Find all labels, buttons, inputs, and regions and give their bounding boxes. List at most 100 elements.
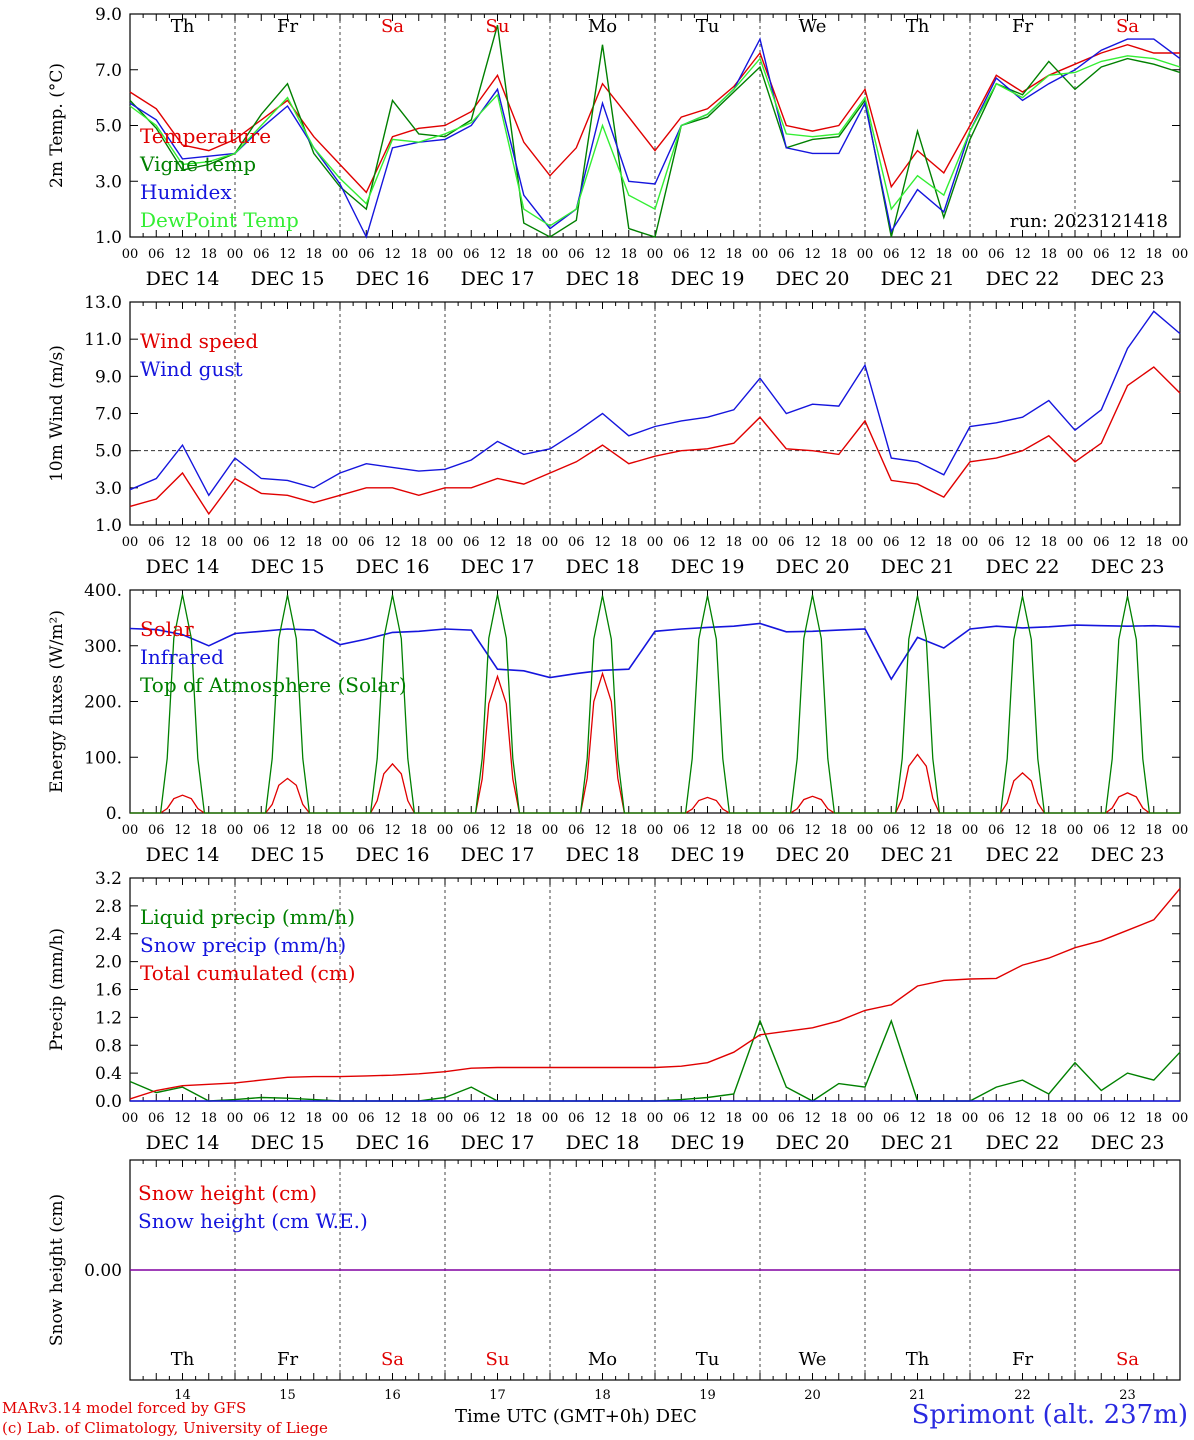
hour-label: 18 xyxy=(935,535,952,550)
hour-label: 12 xyxy=(699,535,716,550)
weekday-label: Fr xyxy=(1012,1349,1033,1370)
series-wind-gust xyxy=(129,310,1181,497)
date-label: DEC 23 xyxy=(1091,1132,1165,1154)
hour-label: 00 xyxy=(962,1111,979,1126)
y-axis-label: 2m Temp. (°C) xyxy=(47,63,67,188)
legend-entry: Snow height (cm W.E.) xyxy=(138,1209,368,1233)
hour-label: 00 xyxy=(752,1111,769,1126)
hour-label: 18 xyxy=(620,535,637,550)
hour-label: 12 xyxy=(174,535,191,550)
hour-label: 12 xyxy=(804,823,821,838)
legend-entry: Total cumulated (cm) xyxy=(140,961,356,985)
hour-label: 06 xyxy=(148,535,165,550)
date-label: DEC 16 xyxy=(356,268,430,290)
series-humidex xyxy=(129,37,1181,239)
y-tick-label: 7.0 xyxy=(95,61,122,81)
weekday-label: Fr xyxy=(277,16,298,37)
y-tick-label: 9.0 xyxy=(95,5,122,25)
hour-label: 00 xyxy=(437,823,454,838)
hour-label: 00 xyxy=(542,823,559,838)
hour-label: 06 xyxy=(883,1111,900,1126)
date-label: DEC 16 xyxy=(356,1132,430,1154)
hour-label: 06 xyxy=(148,1111,165,1126)
date-label: DEC 14 xyxy=(146,844,220,866)
hour-label: 00 xyxy=(647,823,664,838)
series-temperature xyxy=(129,43,1180,194)
day-number: 23 xyxy=(1119,1388,1136,1403)
hour-label: 12 xyxy=(384,823,401,838)
time-axis-title: Time UTC (GMT+0h) DEC xyxy=(455,1406,697,1427)
weekday-label: Tu xyxy=(696,16,720,37)
day-number: 19 xyxy=(699,1388,716,1403)
date-label: DEC 23 xyxy=(1091,844,1165,866)
hour-label: 06 xyxy=(883,823,900,838)
hour-label: 00 xyxy=(752,823,769,838)
hour-label: 18 xyxy=(410,823,427,838)
hour-label: 06 xyxy=(358,1111,375,1126)
date-label: DEC 20 xyxy=(776,1132,850,1154)
panel-frame xyxy=(129,589,1181,814)
hour-label: 18 xyxy=(620,1111,637,1126)
hour-label: 06 xyxy=(358,535,375,550)
weekday-label: Th xyxy=(906,16,930,37)
hour-label: 12 xyxy=(1119,535,1136,550)
date-label: DEC 22 xyxy=(986,268,1060,290)
hour-label: 06 xyxy=(1093,1111,1110,1126)
hour-label: 18 xyxy=(935,823,952,838)
date-label: DEC 15 xyxy=(251,1132,325,1154)
hour-label: 06 xyxy=(568,1111,585,1126)
hour-label: 06 xyxy=(988,535,1005,550)
date-label: DEC 15 xyxy=(251,268,325,290)
y-tick-label: 1.0 xyxy=(95,228,122,248)
hour-label: 06 xyxy=(673,1111,690,1126)
date-label: DEC 18 xyxy=(566,268,640,290)
weekday-label: Th xyxy=(171,1349,195,1370)
hour-label: 18 xyxy=(515,247,532,262)
hour-label: 18 xyxy=(725,247,742,262)
hour-label: 12 xyxy=(909,247,926,262)
day-number: 17 xyxy=(489,1388,506,1403)
date-label: DEC 18 xyxy=(566,1132,640,1154)
date-label: DEC 23 xyxy=(1091,268,1165,290)
hour-label: 12 xyxy=(279,823,296,838)
y-tick-label: 1.6 xyxy=(95,981,122,1001)
y-tick-label: 3.0 xyxy=(95,479,122,499)
hour-label: 18 xyxy=(725,1111,742,1126)
hour-label: 18 xyxy=(620,247,637,262)
hour-label: 00 xyxy=(647,247,664,262)
hour-label: 18 xyxy=(200,247,217,262)
y-tick-label: 5.0 xyxy=(95,117,122,137)
hour-label: 18 xyxy=(725,535,742,550)
hour-label: 12 xyxy=(384,247,401,262)
hour-label: 06 xyxy=(778,823,795,838)
hour-label: 18 xyxy=(1040,535,1057,550)
hour-label: 18 xyxy=(200,535,217,550)
hour-label: 18 xyxy=(200,823,217,838)
hour-label: 18 xyxy=(830,535,847,550)
hour-label: 00 xyxy=(332,535,349,550)
hour-label: 12 xyxy=(699,247,716,262)
y-tick-label: 200. xyxy=(84,693,122,713)
y-axis-label: Energy fluxes (W/m²) xyxy=(47,610,67,793)
hour-label: 00 xyxy=(122,247,139,262)
hour-label: 06 xyxy=(358,823,375,838)
date-label: DEC 21 xyxy=(881,1132,955,1154)
weekday-label: Sa xyxy=(381,16,404,37)
hour-label: 06 xyxy=(988,1111,1005,1126)
weekday-label: Sa xyxy=(381,1349,404,1370)
date-label: DEC 19 xyxy=(671,556,745,578)
hour-label: 06 xyxy=(253,823,270,838)
day-number: 20 xyxy=(804,1388,821,1403)
hour-label: 18 xyxy=(1040,823,1057,838)
hour-label: 12 xyxy=(804,535,821,550)
y-tick-label: 13.0 xyxy=(84,293,122,313)
hour-label: 00 xyxy=(122,535,139,550)
hour-label: 18 xyxy=(830,1111,847,1126)
weekday-label: Tu xyxy=(696,1349,720,1370)
date-label: DEC 22 xyxy=(986,1132,1060,1154)
hour-label: 12 xyxy=(279,535,296,550)
legend-entry: Wind gust xyxy=(140,357,243,381)
hour-label: 12 xyxy=(489,535,506,550)
series-top-of-atmosphere-solar- xyxy=(130,594,1180,814)
